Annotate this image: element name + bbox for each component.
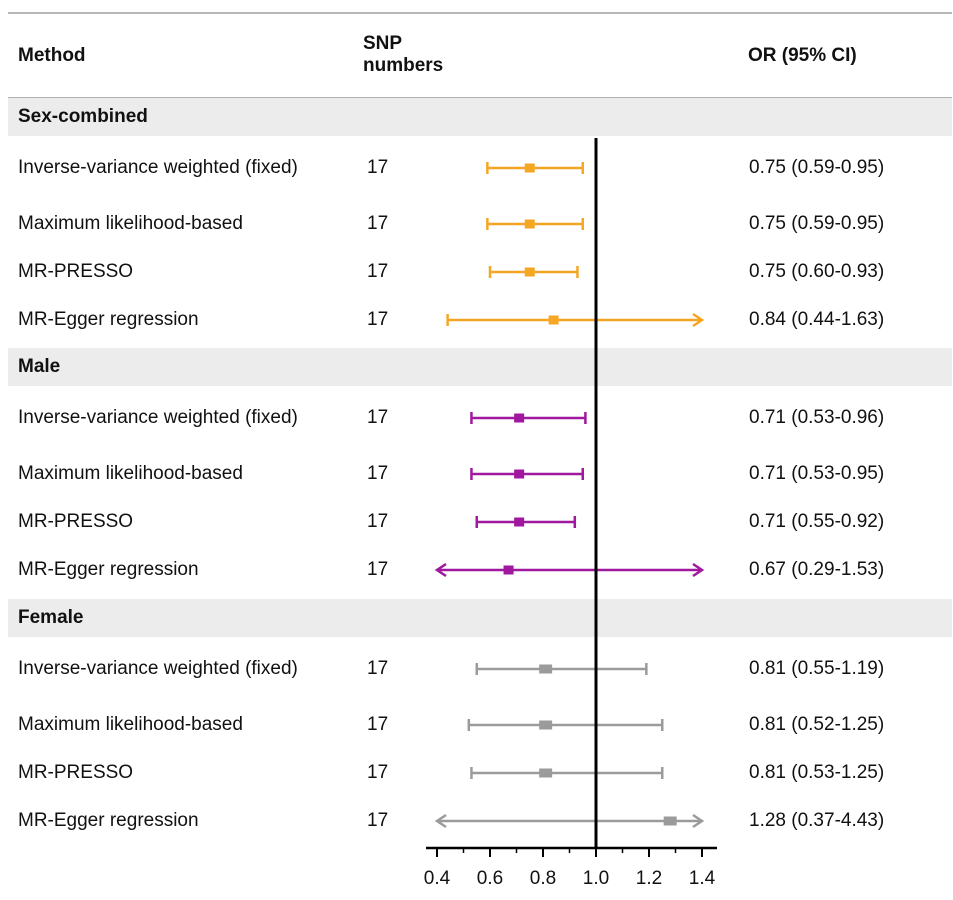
row-or-ci: 0.67 (0.29-1.53): [749, 559, 885, 580]
row-snp-count: 17: [367, 511, 389, 532]
row-method: MR-PRESSO: [18, 261, 134, 282]
header-or-ci: OR (95% CI): [748, 45, 857, 66]
ci-mark: [488, 266, 579, 278]
row-or-ci: 0.81 (0.52-1.25): [749, 714, 885, 735]
ci-mark: [475, 516, 577, 528]
group-label: Male: [18, 356, 61, 377]
group-band: Sex-combined: [8, 98, 952, 136]
ci-mark: [470, 468, 584, 480]
row-method: Maximum likelihood-based: [18, 213, 243, 234]
x-tick-label: 0.6: [477, 868, 503, 889]
ci-mark: [467, 719, 664, 731]
row-method: MR-Egger regression: [18, 559, 199, 580]
row-method: Inverse-variance weighted (fixed): [18, 658, 298, 679]
point-estimate: [503, 565, 514, 575]
x-tick-label: 0.8: [530, 868, 556, 889]
group-band: Female: [8, 599, 952, 637]
header-snp-numbers: SNP numbers: [363, 33, 473, 77]
row-snp-count: 17: [367, 658, 389, 679]
ci-mark: [470, 412, 587, 424]
row-or-ci: 0.84 (0.44-1.63): [749, 309, 885, 330]
ci-mark: [434, 562, 705, 578]
row-snp-count: 17: [367, 309, 389, 330]
ci-mark: [486, 162, 584, 174]
group-band: Male: [8, 348, 952, 386]
group-label: Sex-combined: [18, 106, 148, 127]
row-snp-count: 17: [367, 157, 389, 178]
row-or-ci: 0.71 (0.55-0.92): [749, 511, 885, 532]
row-method: MR-PRESSO: [18, 762, 134, 783]
row-method: MR-PRESSO: [18, 511, 134, 532]
ci-mark: [486, 218, 584, 230]
row-snp-count: 17: [367, 407, 389, 428]
x-tick-label: 1.2: [636, 868, 662, 889]
ci-mark: [470, 767, 664, 779]
row-or-ci: 0.75 (0.60-0.93): [749, 261, 885, 282]
point-estimate: [539, 664, 553, 674]
row-or-ci: 0.71 (0.53-0.96): [749, 407, 885, 428]
row-snp-count: 17: [367, 213, 389, 234]
x-tick-label: 0.4: [424, 868, 451, 889]
row-method: MR-Egger regression: [18, 309, 199, 330]
row-snp-count: 17: [367, 810, 389, 831]
header-snp-line1: SNP: [363, 33, 403, 54]
ci-arrow-left: [434, 813, 447, 829]
row-snp-count: 17: [367, 714, 389, 735]
row-or-ci: 0.81 (0.55-1.19): [749, 658, 885, 679]
row-or-ci: 0.81 (0.53-1.25): [749, 762, 885, 783]
header-method: Method: [18, 45, 86, 66]
point-estimate: [514, 517, 525, 527]
row-method: MR-Egger regression: [18, 810, 199, 831]
ci-mark: [434, 813, 705, 829]
row-method: Maximum likelihood-based: [18, 714, 243, 735]
ci-mark: [475, 663, 648, 675]
ci-arrow-right: [692, 813, 705, 829]
point-estimate: [524, 163, 535, 173]
group-label: Female: [18, 607, 84, 628]
ci-arrow-left: [434, 562, 447, 578]
point-estimate: [514, 469, 525, 479]
point-estimate: [514, 413, 525, 423]
row-method: Maximum likelihood-based: [18, 463, 243, 484]
row-or-ci: 0.75 (0.59-0.95): [749, 213, 885, 234]
point-estimate: [548, 315, 559, 325]
row-snp-count: 17: [367, 261, 389, 282]
ci-arrow-right: [692, 312, 705, 328]
ci-arrow-right: [692, 562, 705, 578]
top-rule: [8, 12, 952, 14]
row-method: Inverse-variance weighted (fixed): [18, 407, 298, 428]
header-snp-line2: numbers: [363, 55, 444, 76]
ci-mark: [446, 312, 705, 328]
row-or-ci: 1.28 (0.37-4.43): [749, 810, 885, 831]
x-tick-label: 1.0: [583, 868, 609, 889]
row-or-ci: 0.71 (0.53-0.95): [749, 463, 885, 484]
x-tick-label: 1.4: [689, 868, 716, 889]
point-estimate: [663, 816, 677, 826]
row-method: Inverse-variance weighted (fixed): [18, 157, 298, 178]
row-or-ci: 0.75 (0.59-0.95): [749, 157, 885, 178]
point-estimate: [524, 267, 535, 277]
point-estimate: [539, 768, 553, 778]
row-snp-count: 17: [367, 762, 389, 783]
point-estimate: [524, 219, 535, 229]
row-snp-count: 17: [367, 463, 389, 484]
row-snp-count: 17: [367, 559, 389, 580]
point-estimate: [539, 720, 553, 730]
